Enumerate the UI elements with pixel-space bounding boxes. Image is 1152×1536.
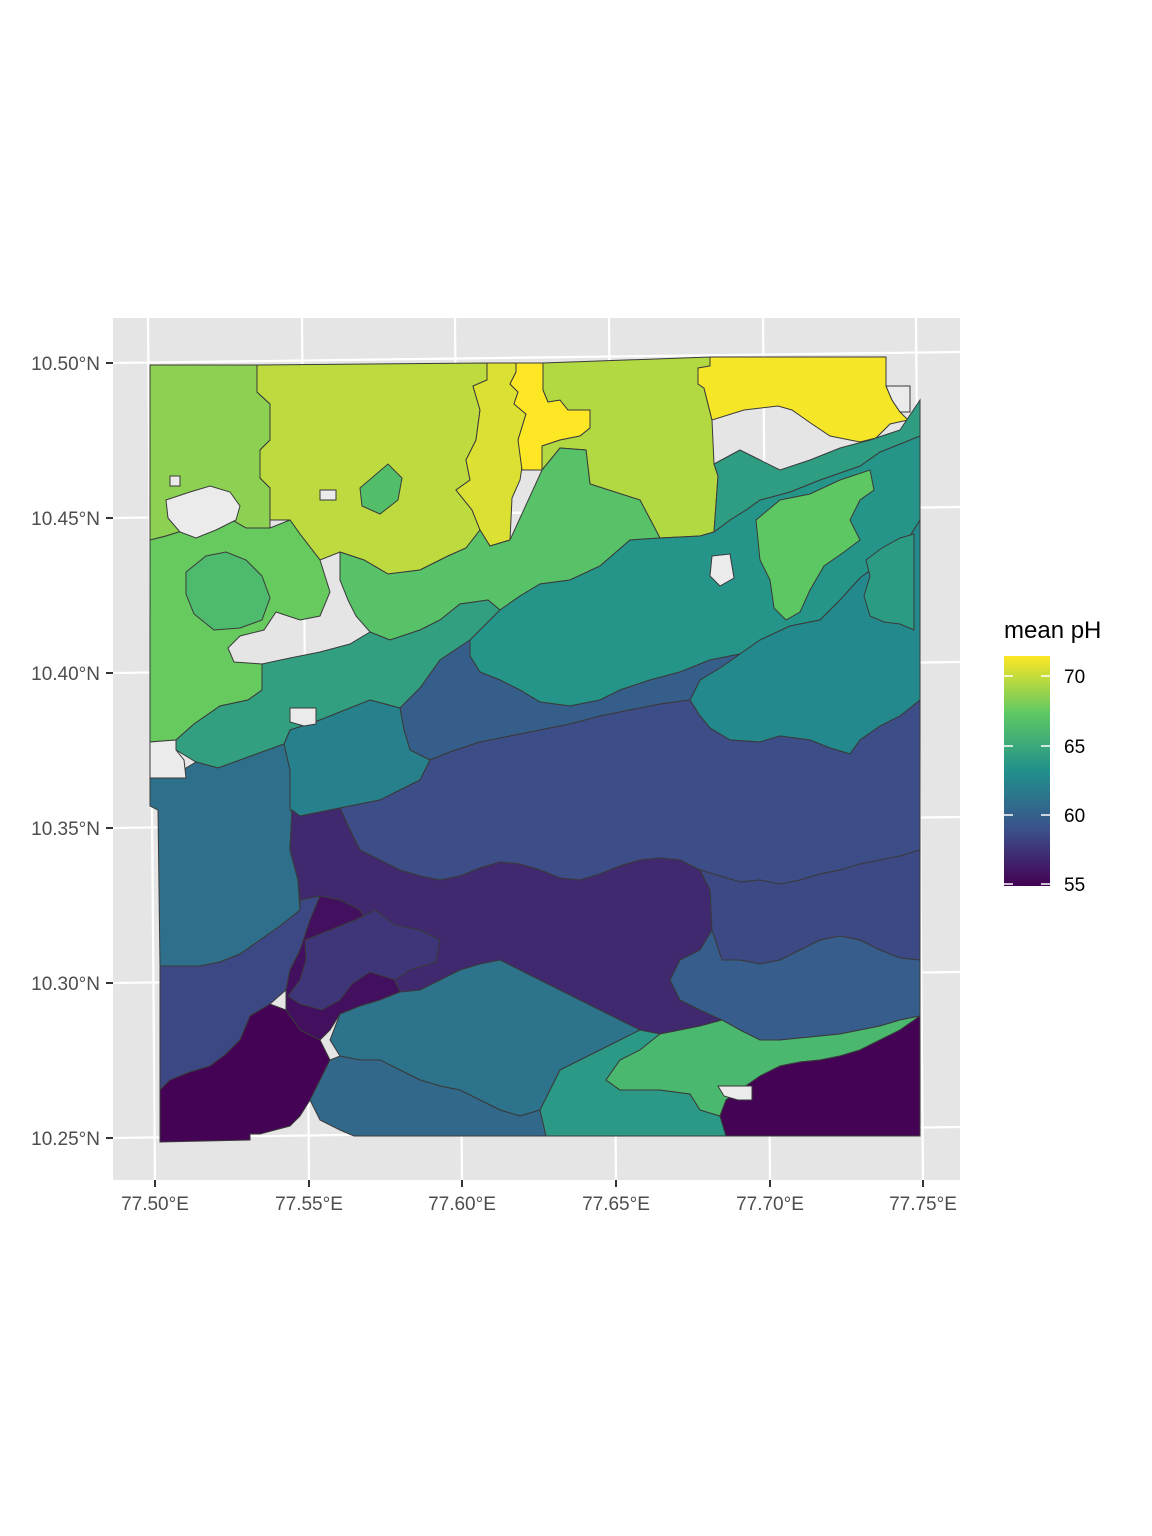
parallel-10-50 [113,350,960,365]
y-tick-label-5: 10.25°N [31,1129,100,1150]
missing-patch-east-central [709,553,735,587]
legend-label-55: 55 [1064,875,1085,896]
x-tick-label-5: 77.75°E [889,1194,957,1215]
y-tick-label-3: 10.35°N [31,819,100,840]
zone-southwest-hollow [159,1003,331,1143]
legend-ticks [1004,675,1050,885]
zone-south-valley [309,1055,547,1137]
legend-label-70: 70 [1064,667,1085,688]
missing-patch-northeast-notch [885,385,911,413]
legend-label-60: 60 [1064,806,1085,827]
y-axis: 10.50°N 10.45°N 10.40°N 10.35°N 10.30°N … [31,354,113,1150]
x-tick-label-2: 77.60°E [428,1194,496,1215]
missing-data-patches [149,385,911,1101]
legend: mean pH 70 65 60 55 [1004,617,1101,896]
y-tick-label-0: 10.50°N [31,354,100,375]
missing-patch-tiny-2 [319,489,337,501]
legend-colorbar [1004,656,1050,886]
y-tick-label-1: 10.45°N [31,509,100,530]
zone-north-inlet [359,463,403,515]
x-tick-label-4: 77.70°E [736,1194,804,1215]
missing-patch-west-small [289,707,317,727]
zone-southeast-corner [719,1015,921,1137]
legend-label-65: 65 [1064,737,1085,758]
zone-east-margin [863,533,915,631]
missing-patch-northwest [165,485,241,539]
y-tick-label-4: 10.30°N [31,974,100,995]
legend-title: mean pH [1004,617,1101,644]
ph-zones [149,356,921,1143]
x-tick-label-0: 77.50°E [121,1194,189,1215]
x-tick-label-3: 77.65°E [582,1194,650,1215]
zone-west-inner-slope [185,551,271,631]
zone-east-transition [713,398,921,534]
missing-patch-southeast [717,1085,753,1101]
zone-southwest-core-peak [287,909,441,1011]
y-tick-label-2: 10.40°N [31,664,100,685]
missing-patch-tiny-1 [169,475,181,487]
zone-east-inner-valley [755,469,875,621]
missing-patch-west-gap [149,739,187,779]
x-tick-label-1: 77.55°E [275,1194,343,1215]
x-axis: 77.50°E 77.55°E 77.60°E 77.65°E 77.70°E … [121,1180,957,1215]
